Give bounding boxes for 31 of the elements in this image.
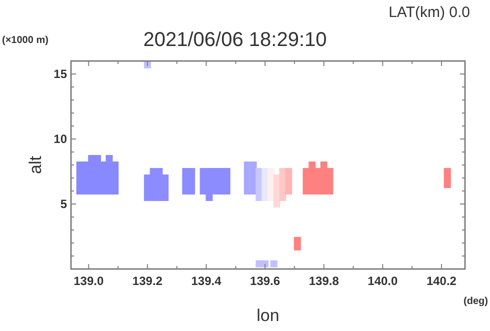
- x-tick-label: 139.4: [191, 274, 222, 288]
- point: [320, 162, 328, 168]
- point: [106, 155, 113, 162]
- x-tick-label: 139.0: [74, 274, 104, 288]
- point: [262, 260, 269, 268]
- point: [279, 194, 286, 201]
- y-tick-label: 10: [54, 132, 68, 146]
- point: [308, 162, 316, 168]
- point: [294, 243, 301, 250]
- x-tick-label: 139.6: [250, 274, 280, 288]
- text: (×1000 m): [2, 35, 48, 46]
- x-tick-label: 139.8: [308, 274, 340, 288]
- y-tick-label: 5: [60, 197, 68, 212]
- point: [206, 194, 213, 201]
- point: [273, 200, 280, 208]
- point: [294, 236, 301, 244]
- point: [444, 168, 451, 175]
- point: [267, 168, 274, 175]
- x-tick-label: 139.2: [132, 274, 163, 288]
- point: [285, 168, 292, 175]
- y-axis-title: alt: [26, 156, 45, 174]
- chart-subtitle: LAT(km) 0.0: [388, 4, 470, 21]
- x-tick-label: 140.0: [368, 274, 398, 288]
- point: [270, 260, 278, 268]
- y-tick-label: 15: [54, 67, 68, 82]
- x-axis-title: lon: [256, 306, 280, 325]
- point: [285, 188, 292, 194]
- point: [444, 181, 451, 188]
- x-tick-label: 140.2: [426, 274, 457, 288]
- chart-title: 2021/06/06 18:29:10: [143, 29, 327, 51]
- text: (deg): [464, 296, 488, 307]
